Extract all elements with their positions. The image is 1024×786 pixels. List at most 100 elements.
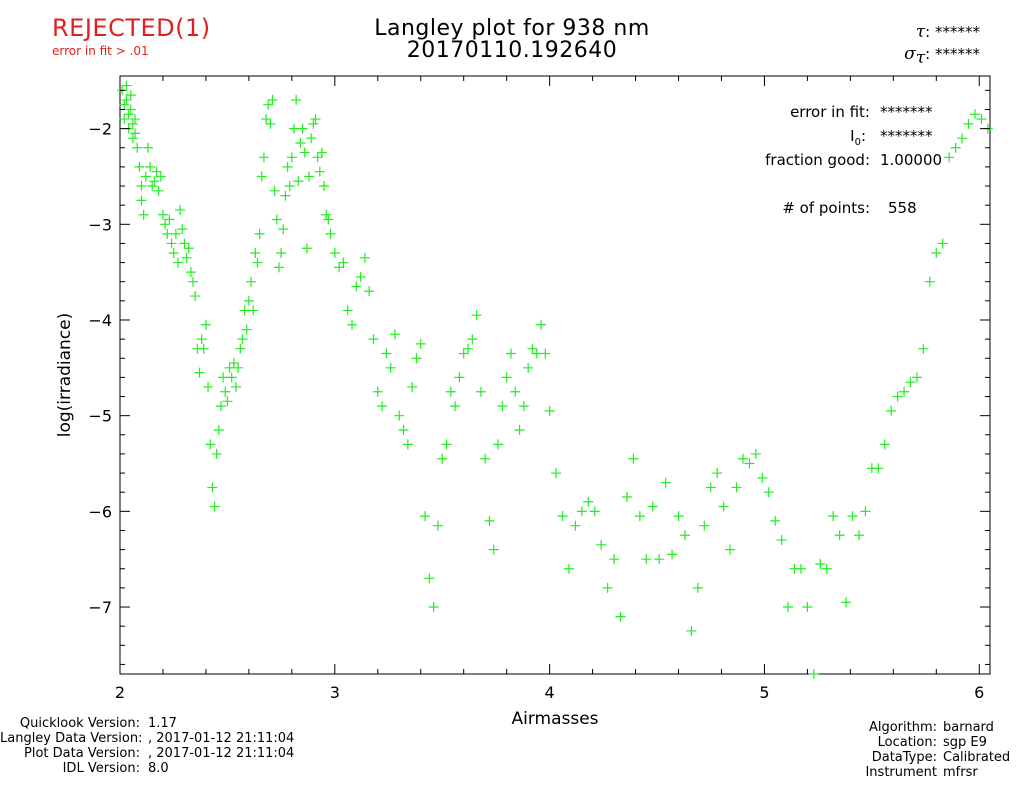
- data-point: [250, 248, 261, 259]
- axes: 2 3 4 5 6 −2 −3 −4 −5 −6 −7: [88, 76, 990, 702]
- data-point: [841, 597, 852, 608]
- plot-frame: [119, 75, 991, 675]
- data-point: [737, 453, 748, 464]
- data-point: [385, 362, 396, 373]
- data-point: [252, 257, 263, 268]
- data-point: [188, 276, 199, 287]
- data-point: [802, 602, 813, 613]
- data-point: [647, 501, 658, 512]
- y-tick-label: −6: [88, 502, 112, 521]
- data-point: [563, 563, 574, 574]
- footer-label: DataType:: [871, 750, 937, 765]
- data-point: [834, 530, 845, 541]
- data-point: [428, 602, 439, 613]
- error-in-fit-value: *******: [880, 103, 933, 121]
- data-point: [147, 181, 158, 192]
- data-point: [325, 228, 336, 239]
- data-point: [783, 602, 794, 613]
- data-point: [273, 262, 284, 273]
- data-point: [200, 319, 211, 330]
- footer-row: Algorithm: barnard: [865, 720, 1010, 735]
- data-point: [291, 94, 302, 105]
- data-point: [853, 530, 864, 541]
- data-point: [205, 439, 216, 450]
- data-point: [441, 439, 452, 450]
- data-point: [282, 161, 293, 172]
- footer-row: Quicklook Version: 1.17: [0, 716, 294, 731]
- data-point: [899, 386, 910, 397]
- data-point: [316, 147, 327, 158]
- data-point: [310, 114, 321, 125]
- data-point: [527, 343, 538, 354]
- footer-row: IDL Version: 8.0: [0, 761, 294, 776]
- data-point: [278, 224, 289, 235]
- data-point: [372, 386, 383, 397]
- data-point: [411, 353, 422, 364]
- data-point: [194, 367, 205, 378]
- data-point: [523, 362, 534, 373]
- data-point: [183, 243, 194, 254]
- data-point: [924, 276, 935, 287]
- data-point: [241, 324, 252, 335]
- data-point: [931, 248, 942, 259]
- footer-version-info: Quicklook Version: 1.17 Langley Data Vers…: [0, 716, 294, 776]
- data-point: [127, 118, 138, 129]
- data-point: [402, 439, 413, 450]
- data-point: [407, 381, 418, 392]
- data-point: [173, 257, 183, 268]
- data-point: [950, 142, 961, 153]
- data-point: [155, 171, 166, 182]
- data-point: [284, 181, 295, 192]
- data-point: [570, 520, 581, 531]
- data-point: [215, 401, 226, 412]
- data-point: [321, 209, 332, 220]
- footer-label: Langley Data Version:: [0, 731, 143, 746]
- tau-value: ******: [935, 23, 980, 41]
- x-axis-label: Airmasses: [511, 709, 598, 729]
- data-point: [177, 224, 188, 235]
- data-point: [347, 319, 357, 330]
- x-tick-label: 3: [330, 683, 340, 702]
- data-point: [304, 171, 315, 182]
- data-point: [149, 176, 160, 187]
- data-point: [185, 267, 196, 278]
- data-point: [437, 453, 448, 464]
- data-point: [424, 573, 435, 584]
- x-tick-label: 4: [545, 683, 555, 702]
- data-point: [686, 625, 697, 636]
- data-point: [132, 142, 143, 153]
- data-point: [673, 511, 684, 522]
- data-point: [286, 152, 297, 163]
- data-point: [497, 401, 508, 412]
- data-point: [381, 348, 392, 359]
- data-point: [589, 506, 600, 517]
- data-point: [821, 563, 832, 574]
- data-point: [166, 238, 177, 249]
- data-point: [153, 185, 164, 196]
- data-point: [873, 463, 884, 474]
- data-point: [501, 372, 512, 383]
- data-point: [213, 425, 224, 436]
- data-point: [628, 453, 639, 464]
- data-point: [937, 238, 948, 249]
- data-point: [136, 181, 147, 192]
- data-point: [484, 515, 495, 526]
- data-point: [301, 243, 312, 254]
- data-point: [828, 511, 839, 522]
- data-point: [355, 271, 366, 282]
- data-point: [239, 305, 250, 316]
- data-point: [731, 482, 742, 493]
- data-point: [505, 348, 516, 359]
- data-point: [127, 133, 138, 144]
- data-point: [181, 252, 192, 263]
- data-point: [160, 219, 171, 230]
- data-point: [265, 118, 276, 129]
- data-point: [231, 381, 241, 392]
- data-point: [467, 334, 478, 345]
- status-reason: error in fit > .01: [52, 44, 149, 58]
- data-point: [458, 348, 469, 359]
- data-point: [246, 276, 257, 287]
- data-point: [679, 530, 690, 541]
- data-point: [860, 506, 871, 517]
- fraction-good-value: 1.00000: [880, 151, 942, 169]
